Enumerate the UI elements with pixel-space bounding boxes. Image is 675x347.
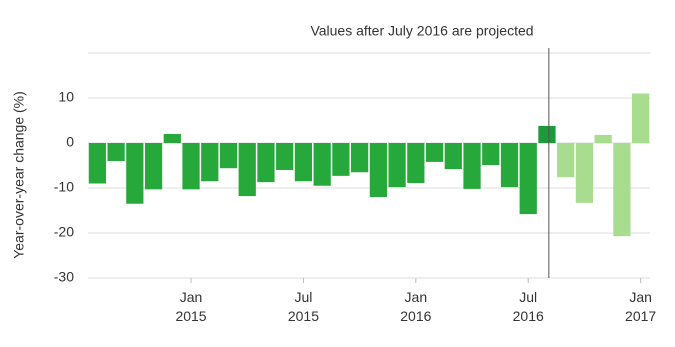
y-tick-label: -30 bbox=[54, 269, 74, 285]
bar bbox=[463, 143, 481, 189]
y-axis-label: Year-over-year change (%) bbox=[11, 91, 27, 259]
bar bbox=[126, 143, 144, 204]
annotation: Values after July 2016 are projected bbox=[310, 23, 533, 39]
x-tick-label: Jan 2015 bbox=[175, 289, 206, 324]
bar bbox=[594, 134, 612, 143]
bar bbox=[482, 143, 500, 166]
bar bbox=[257, 143, 275, 183]
bar bbox=[351, 143, 369, 173]
y-tick-label: 10 bbox=[58, 89, 74, 105]
bar bbox=[107, 143, 125, 161]
bar bbox=[388, 143, 406, 188]
x-tick-label: Jul 2015 bbox=[288, 289, 319, 324]
bar bbox=[294, 143, 313, 182]
bar bbox=[201, 143, 219, 182]
bar bbox=[332, 143, 350, 176]
bar bbox=[182, 143, 200, 190]
bar bbox=[88, 143, 106, 184]
bar bbox=[613, 143, 631, 237]
x-tick-label: Jan 2016 bbox=[400, 289, 431, 324]
bar bbox=[313, 143, 331, 186]
bar bbox=[238, 143, 256, 197]
bar bbox=[519, 143, 537, 215]
bar bbox=[163, 134, 181, 143]
bar bbox=[144, 143, 163, 190]
bar bbox=[407, 143, 425, 184]
y-tick-label: -10 bbox=[54, 179, 74, 195]
bar bbox=[425, 143, 444, 162]
x-tick-label: Jan 2017 bbox=[625, 289, 656, 324]
x-tick-label: Jul 2016 bbox=[513, 289, 544, 324]
bar bbox=[219, 143, 238, 169]
bar bbox=[500, 143, 519, 188]
bar bbox=[276, 143, 294, 170]
bar bbox=[557, 143, 575, 178]
bar bbox=[632, 93, 650, 143]
bar bbox=[575, 143, 594, 203]
y-tick-label: -20 bbox=[54, 224, 74, 240]
y-tick-label: 0 bbox=[66, 134, 74, 150]
bar bbox=[444, 143, 462, 170]
bar bbox=[538, 125, 556, 143]
bar bbox=[369, 143, 387, 197]
